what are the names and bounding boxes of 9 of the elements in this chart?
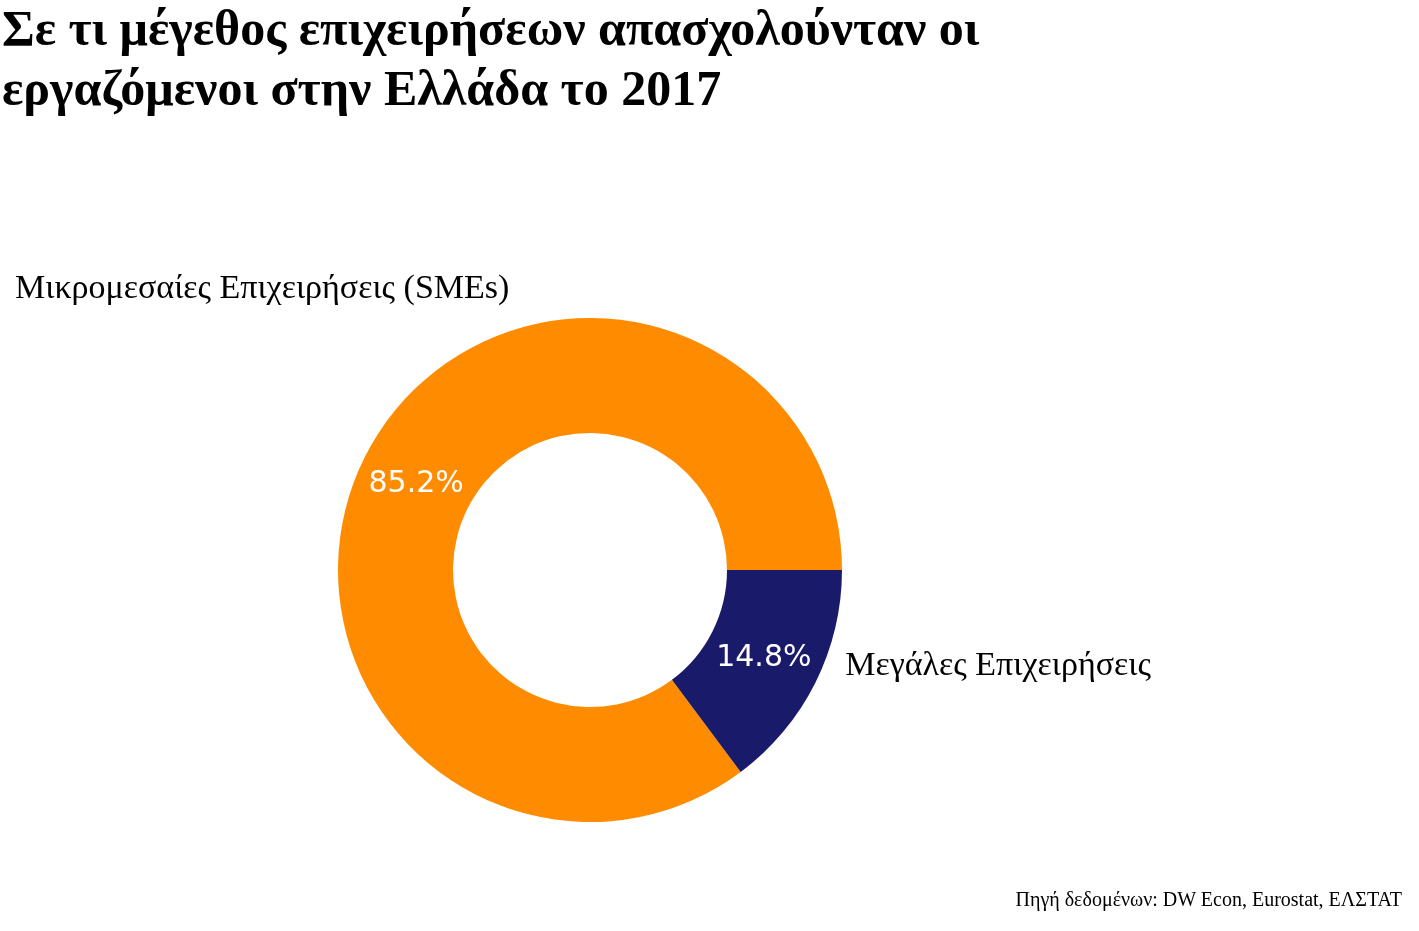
text: εργαζόμενοι στην Ελλάδα το 2017 [2,60,722,116]
data-label: 14.8% [716,638,812,674]
slice-label: Μεγάλες Επιχειρήσεις [845,645,1152,683]
slice-label: Μικρομεσαίες Επιχειρήσεις (SMEs) [15,268,510,306]
text: Πηγή δεδομένων: DW Econ, Eurostat, ΕΛΣΤΑΤ [1015,888,1402,911]
text: Σε τι μέγεθος επιχειρήσεων απασχολούνταν οι [2,0,980,56]
data-label: 85.2% [368,463,464,499]
donut-slice [338,318,842,822]
donut-slice [671,570,842,772]
